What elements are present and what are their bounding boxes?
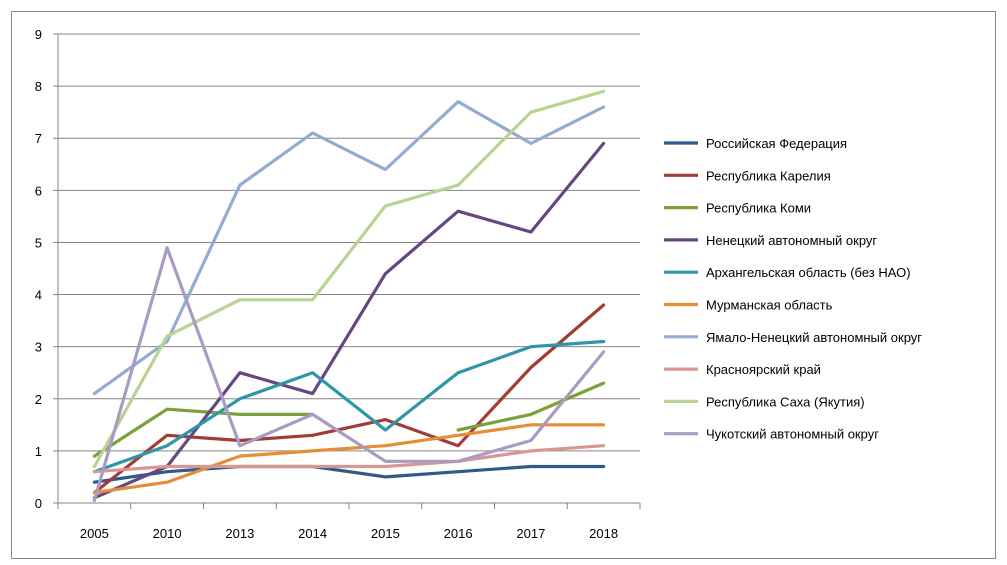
series-line	[456, 381, 606, 432]
legend-label: Красноярский край	[706, 362, 821, 377]
y-tick-label: 0	[35, 496, 42, 511]
legend-label: Российская Федерация	[706, 136, 847, 151]
series-line	[92, 407, 315, 458]
series-line	[92, 339, 606, 474]
x-tick-label: 2013	[225, 526, 254, 541]
series-line	[92, 100, 606, 396]
axes: 0 1 2 3 4 5 6 7 8 9 2005 2010 2013 2014 2015 2016 2017 20…	[35, 27, 641, 541]
y-tick-label: 1	[35, 444, 42, 459]
x-tick-label: 2005	[80, 526, 109, 541]
legend-label: Республика Саха (Якутия)	[706, 394, 865, 409]
y-tick-label: 8	[35, 79, 42, 94]
legend-label: Республика Карелия	[706, 168, 831, 183]
y-tick-label: 2	[35, 392, 42, 407]
x-tick-label: 2014	[298, 526, 327, 541]
legend-label: Ненецкий автономный округ	[706, 233, 877, 248]
x-tick-label: 2018	[589, 526, 618, 541]
legend-label: Архангельская область (без НАО)	[706, 265, 911, 280]
legend-label: Республика Коми	[706, 201, 811, 216]
x-tick-label: 2015	[371, 526, 400, 541]
legend-label: Чукотский автономный округ	[706, 427, 879, 442]
series-line	[92, 246, 606, 502]
series-line	[92, 423, 606, 495]
y-tick-label: 6	[35, 183, 42, 198]
legend-label: Мурманская область	[706, 298, 833, 313]
x-tick-label: 2010	[153, 526, 182, 541]
y-tick-label: 3	[35, 340, 42, 355]
y-tick-label: 5	[35, 235, 42, 250]
y-tick-label: 7	[35, 131, 42, 146]
series-line	[92, 464, 606, 484]
gridlines	[58, 33, 640, 452]
series-line	[92, 444, 606, 474]
legend-label: Ямало-Ненецкий автономный округ	[706, 330, 922, 345]
legend: Российская Федерация Республика Карелия Ре…	[664, 136, 922, 442]
y-tick-label: 9	[35, 27, 42, 42]
x-tick-label: 2016	[444, 526, 473, 541]
y-tick-label: 4	[35, 288, 42, 303]
x-tick-label: 2017	[516, 526, 545, 541]
series-line	[92, 141, 606, 500]
series-lines	[92, 89, 606, 502]
series-line	[92, 89, 606, 469]
